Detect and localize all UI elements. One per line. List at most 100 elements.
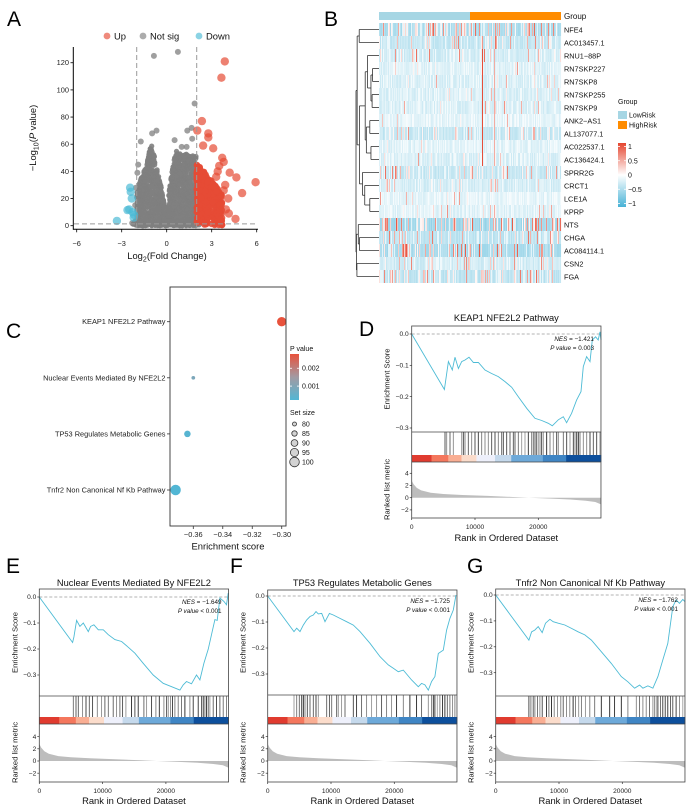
heatmap-cell [422, 88, 424, 101]
heatmap-cell [499, 23, 501, 36]
heatmap-cell [395, 192, 397, 205]
heatmap-cell [494, 179, 496, 192]
heatmap-cell [492, 88, 494, 101]
group-bar-lowrisk [379, 12, 470, 20]
heatmap-cell [457, 179, 459, 192]
heatmap-cell [406, 166, 408, 179]
heatmap-cell [514, 218, 516, 231]
volcano-point-not-sig [173, 186, 179, 192]
heatmap-cell [436, 114, 438, 127]
heatmap-cell [466, 127, 468, 140]
heatmap-cell [437, 127, 439, 140]
volcano-point-not-sig [169, 174, 176, 180]
heatmap-cell [424, 36, 426, 49]
heatmap-cell [543, 88, 545, 101]
heatmap-cell [409, 88, 411, 101]
heatmap-cell [389, 62, 391, 75]
heatmap-cell [384, 205, 386, 218]
heatmap-cell [532, 205, 534, 218]
heatmap-cell [525, 166, 527, 179]
heatmap-cell [393, 179, 395, 192]
heatmap-cell [422, 231, 424, 244]
heatmap-cell [502, 36, 504, 49]
heatmap-cell [525, 101, 527, 114]
heatmap-cell [409, 127, 411, 140]
heatmap-cell [403, 179, 405, 192]
heatmap-cell [505, 179, 507, 192]
heatmap-cell [447, 205, 449, 218]
heatmap-cell [535, 23, 537, 36]
heatmap-cell [457, 153, 459, 166]
heatmap-cell [557, 114, 559, 127]
heatmap-cell [508, 205, 510, 218]
heatmap-cell [467, 153, 469, 166]
heatmap-cell [478, 62, 480, 75]
heatmap-cell [437, 192, 439, 205]
heatmap-cell [464, 140, 466, 153]
heatmap-cell [501, 127, 503, 140]
heatmap-cell [380, 114, 382, 127]
heatmap-cell [498, 166, 500, 179]
heatmap-cell [472, 75, 474, 88]
heatmap-cell [503, 49, 505, 62]
heatmap-cell [531, 166, 533, 179]
heatmap-cell [491, 153, 493, 166]
heatmap-cell [416, 231, 418, 244]
heatmap-cell [409, 140, 411, 153]
heatmap-cell [409, 23, 411, 36]
heatmap-cell [520, 75, 522, 88]
heatmap-cell [528, 192, 530, 205]
heatmap-cell [405, 101, 407, 114]
heatmap-cell [415, 23, 417, 36]
heatmap-cell [440, 36, 442, 49]
heatmap-cell [392, 36, 394, 49]
heatmap-cell [505, 192, 507, 205]
heatmap-cell [479, 218, 481, 231]
heatmap-cell [401, 49, 403, 62]
heatmap-cell [410, 49, 412, 62]
heatmap-cell [546, 140, 548, 153]
heatmap-cell [393, 231, 395, 244]
heatmap-cell [461, 23, 463, 36]
heatmap-cell [522, 166, 524, 179]
heatmap-cell [390, 88, 392, 101]
heatmap-cell [456, 140, 458, 153]
heatmap-cell [494, 75, 496, 88]
heatmap-cell [499, 153, 501, 166]
y-tick-label: 100 [57, 85, 69, 94]
heatmap-cell [460, 75, 462, 88]
heatmap-cell [557, 88, 559, 101]
heatmap-cell [467, 101, 469, 114]
legend-label: Up [114, 30, 126, 41]
heatmap-cell [426, 192, 428, 205]
heatmap-cell [466, 62, 468, 75]
heatmap-cell [443, 218, 445, 231]
heatmap-cell [417, 153, 419, 166]
heatmap-cell [409, 36, 411, 49]
heatmap-cell [510, 75, 512, 88]
heatmap-cell [397, 49, 399, 62]
heatmap-cell [381, 192, 383, 205]
heatmap-cell [468, 23, 470, 36]
heatmap-cell [447, 88, 449, 101]
heatmap-cell [383, 231, 385, 244]
heatmap-cell [496, 127, 498, 140]
heatmap-cell [428, 179, 430, 192]
heatmap-cell [506, 101, 508, 114]
heatmap-cell [398, 205, 400, 218]
heatmap-cell [396, 140, 398, 153]
heatmap-cell [405, 153, 407, 166]
heatmap-cell [469, 88, 471, 101]
heatmap-cell [520, 23, 522, 36]
heatmap-cell [488, 166, 490, 179]
heatmap-cell [428, 218, 430, 231]
heatmap-cell [412, 153, 414, 166]
heatmap-cell [532, 140, 534, 153]
heatmap-cell [478, 101, 480, 114]
heatmap-cell [481, 205, 483, 218]
heatmap-cell [441, 101, 443, 114]
heatmap-cell [540, 75, 542, 88]
heatmap-cell [451, 205, 453, 218]
heatmap-cell [547, 166, 549, 179]
heatmap-cell [413, 140, 415, 153]
